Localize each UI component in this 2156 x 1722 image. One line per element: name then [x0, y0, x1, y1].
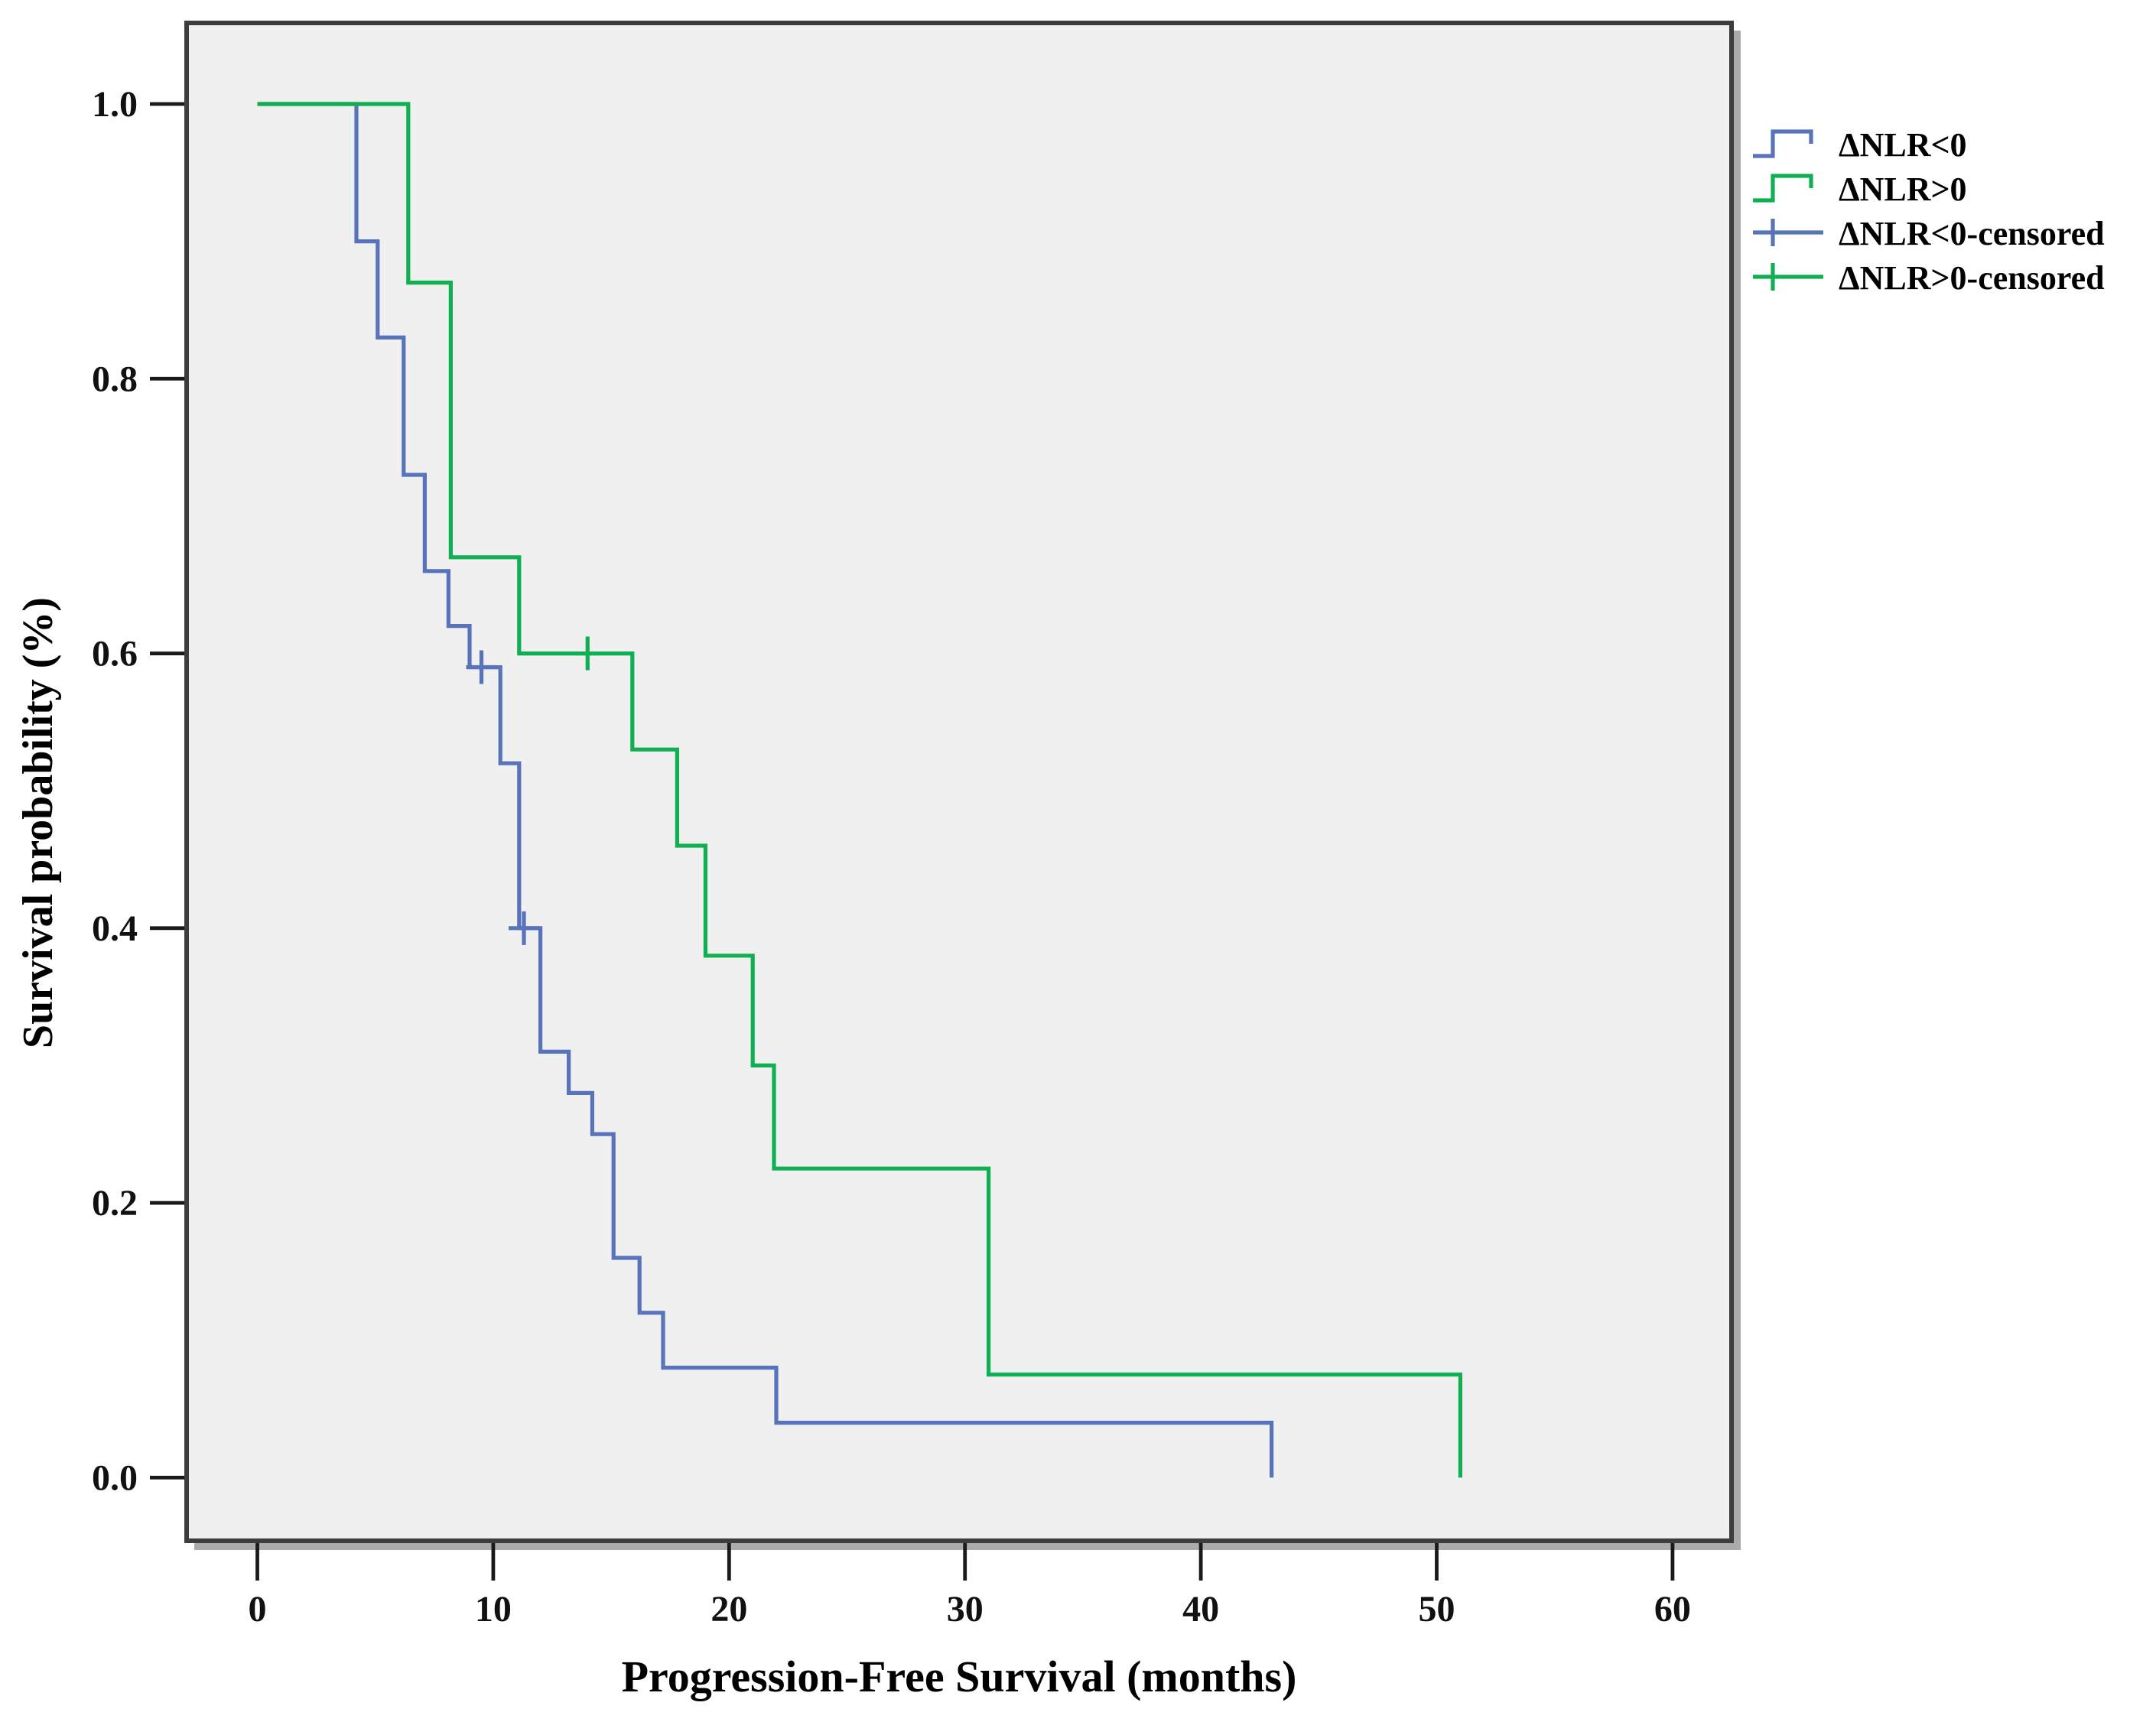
legend-item-label: ΔNLR>0-censored — [1839, 259, 2105, 297]
legend-item: ΔNLR<0-censored — [1753, 215, 2105, 252]
legend-item-label: ΔNLR>0 — [1839, 171, 1967, 208]
y-tick-label: 0.6 — [92, 634, 138, 674]
y-tick-label: 0.8 — [92, 359, 138, 399]
y-axis-label: Survival probability (%) — [15, 597, 62, 1048]
x-tick-label: 60 — [1654, 1589, 1691, 1629]
axis-ticks-layer: 0 10 20 30 40 50 60 1.0 0.8 0.6 0.4 0.2 0.0 — [92, 84, 1691, 1629]
y-tick-label: 1.0 — [92, 84, 138, 125]
plot-area-layer — [184, 21, 1741, 1550]
plot-background — [187, 23, 1732, 1541]
series-line-dnlr-gt-0 — [257, 102, 1462, 1478]
plot-frame-shadow-bottom — [194, 1542, 1741, 1550]
legend-item-label: ΔNLR<0-censored — [1839, 215, 2105, 252]
legend-item: ΔNLR<0 — [1753, 126, 1967, 164]
plot-frame — [184, 21, 1734, 1543]
series-layer — [257, 102, 1462, 1478]
x-tick-label: 20 — [711, 1589, 747, 1629]
x-tick-label: 0 — [249, 1589, 267, 1629]
y-tick-label: 0.2 — [92, 1183, 138, 1223]
legend-step-line-icon — [1753, 129, 1813, 158]
legend-item: ΔNLR>0-censored — [1753, 259, 2105, 297]
legend-step-line-icon — [1753, 174, 1813, 203]
x-tick-label: 50 — [1419, 1589, 1455, 1629]
legend-item: ΔNLR>0 — [1753, 171, 1967, 208]
plot-frame-shadow-right — [1733, 31, 1741, 1550]
legend-item-label: ΔNLR<0 — [1839, 126, 1967, 164]
y-tick-label: 0.0 — [92, 1457, 138, 1498]
x-axis-label: Progression-Free Survival (months) — [622, 1652, 1297, 1701]
y-tick-label: 0.4 — [92, 908, 138, 949]
x-tick-label: 10 — [475, 1589, 512, 1629]
legend-layer: ΔNLR<0 ΔNLR>0 ΔNLR<0-censored ΔNLR>0-censor… — [1753, 126, 2105, 297]
x-tick-label: 40 — [1182, 1589, 1219, 1629]
x-tick-label: 30 — [947, 1589, 984, 1629]
